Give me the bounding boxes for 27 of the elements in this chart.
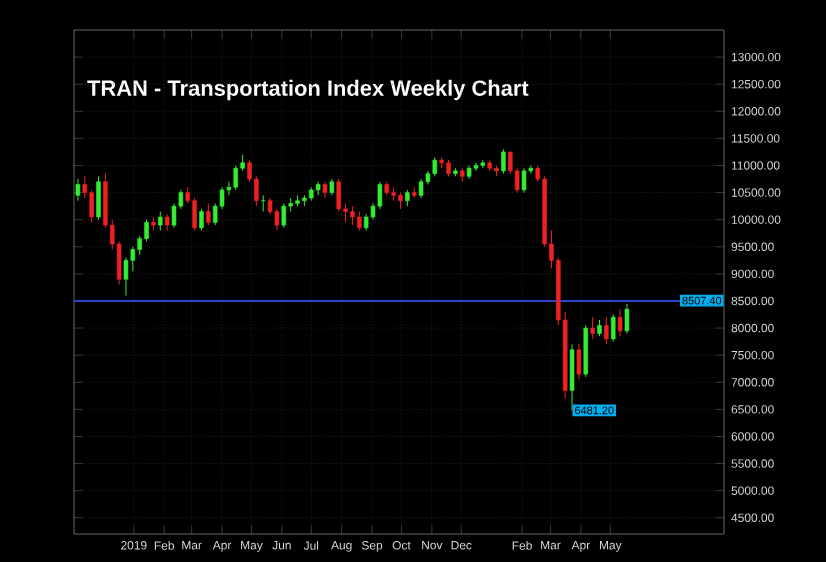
candlestick — [144, 219, 149, 242]
candlestick — [206, 202, 211, 226]
candlestick — [610, 314, 616, 343]
candlestick — [590, 316, 595, 340]
candlestick — [617, 308, 623, 337]
candlestick — [418, 178, 424, 199]
candlestick — [350, 205, 355, 226]
candlestick — [521, 167, 527, 194]
candlestick — [432, 156, 438, 177]
candlestick — [336, 178, 341, 213]
candlestick — [89, 189, 94, 223]
candlestick — [357, 211, 362, 232]
candlestick — [576, 343, 582, 381]
candlestick — [96, 175, 101, 221]
candlestick — [281, 202, 287, 229]
candlestick — [192, 197, 197, 232]
candlestick — [583, 324, 589, 378]
candlestick — [569, 343, 575, 411]
candlestick — [604, 316, 609, 345]
candlestick — [501, 148, 506, 175]
text: TRAN - Transportation Index Weekly Chart — [87, 79, 529, 101]
candlestick — [315, 181, 321, 196]
candlestick — [75, 178, 81, 202]
candlestick — [233, 164, 239, 191]
candlestick — [624, 303, 630, 334]
candlestick — [199, 208, 204, 232]
candlestick — [158, 211, 163, 232]
